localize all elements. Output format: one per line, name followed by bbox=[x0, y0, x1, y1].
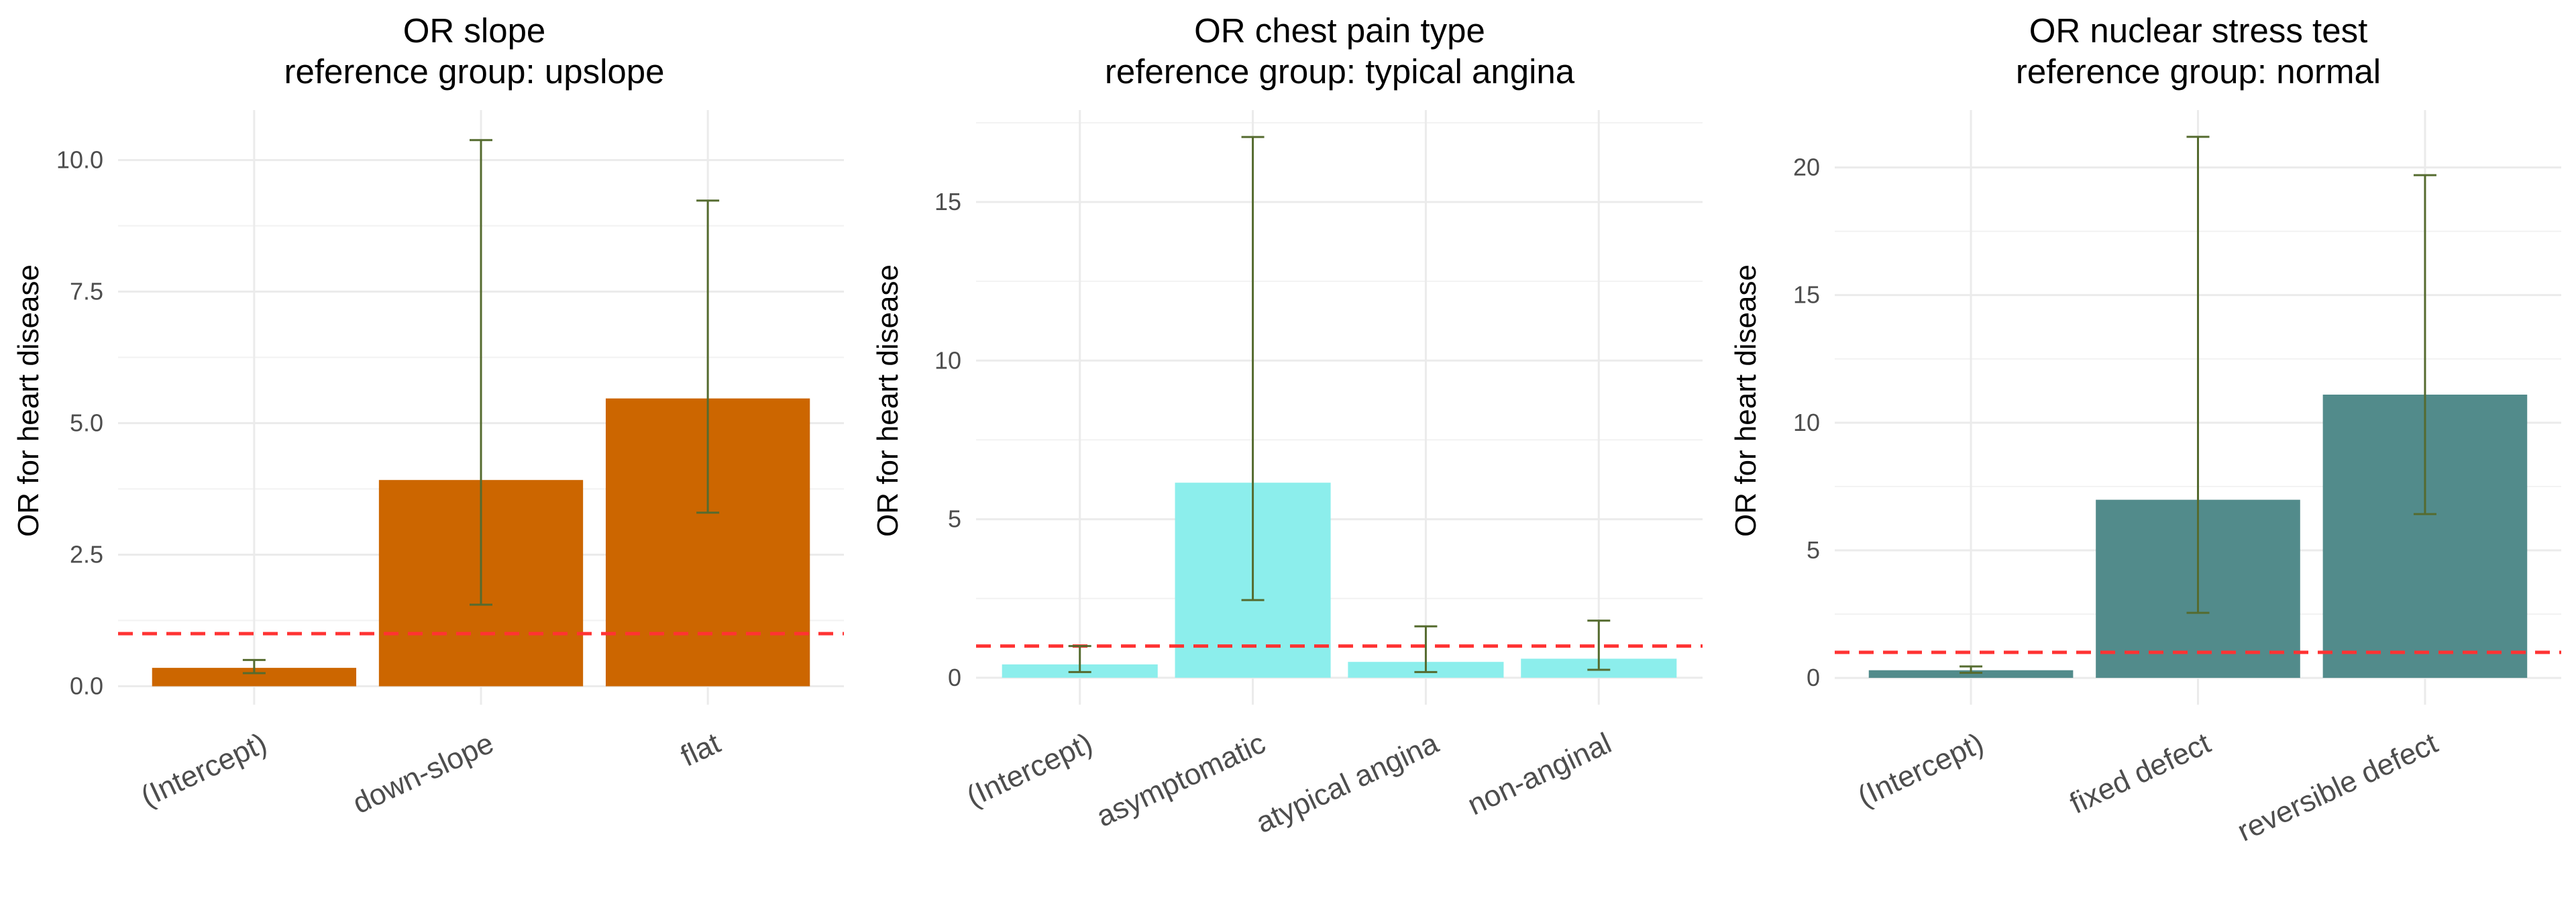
y-axis-label: OR for heart disease bbox=[871, 264, 904, 537]
x-tick-label: (Intercept) bbox=[962, 727, 1097, 813]
panel-title: OR chest pain type bbox=[1194, 11, 1485, 50]
x-tick-labels: (Intercept) fixed defect reversible defect bbox=[1853, 727, 2443, 848]
y-tick-label: 15 bbox=[1793, 281, 1820, 309]
y-tick-label: 7.5 bbox=[70, 278, 103, 305]
x-tick-label: (Intercept) bbox=[136, 727, 272, 813]
y-tick-label: 2.5 bbox=[70, 541, 103, 568]
bar bbox=[1868, 670, 2074, 679]
panel-title: OR slope bbox=[403, 11, 546, 50]
y-tick-label: 0 bbox=[1807, 664, 1820, 691]
panel-nuclear-stress-test: OR nuclear stress test reference group: … bbox=[1729, 11, 2561, 848]
x-tick-label: down-slope bbox=[348, 727, 499, 821]
panel-subtitle: reference group: upslope bbox=[284, 52, 664, 91]
y-tick-label: 0 bbox=[948, 664, 961, 691]
y-axis-label: OR for heart disease bbox=[1729, 264, 1762, 537]
bars bbox=[1002, 483, 1677, 678]
y-axis-label: OR for heart disease bbox=[12, 264, 45, 537]
x-tick-label: (Intercept) bbox=[1853, 727, 1988, 813]
x-tick-label: flat bbox=[676, 727, 725, 773]
x-tick-label: atypical angina bbox=[1251, 726, 1444, 840]
x-tick-label: asymptomatic bbox=[1091, 727, 1271, 834]
y-tick-label: 15 bbox=[934, 188, 961, 215]
y-tick-label: 10.0 bbox=[56, 146, 103, 173]
y-tick-label: 5 bbox=[948, 505, 961, 533]
y-tick-label: 0.0 bbox=[70, 672, 103, 700]
y-tick-label: 5.0 bbox=[70, 409, 103, 437]
y-tick-labels: 0 5 10 15 bbox=[934, 188, 961, 691]
y-tick-label: 10 bbox=[1793, 409, 1820, 436]
error-bars bbox=[242, 139, 720, 674]
x-tick-labels: (Intercept) down-slope flat bbox=[136, 727, 726, 821]
x-tick-label: fixed defect bbox=[2065, 727, 2216, 821]
panel-chest-pain-type: OR chest pain type reference group: typi… bbox=[871, 11, 1703, 840]
panel-subtitle: reference group: normal bbox=[2016, 52, 2381, 91]
y-tick-labels: 0 5 10 15 20 bbox=[1793, 154, 1820, 692]
y-tick-label: 20 bbox=[1793, 154, 1820, 181]
error-bars bbox=[1960, 136, 2436, 674]
panel-subtitle: reference group: typical angina bbox=[1105, 52, 1575, 91]
panel-title: OR nuclear stress test bbox=[2029, 11, 2368, 50]
panel-slope: OR slope reference group: upslope OR for… bbox=[12, 11, 844, 820]
y-tick-label: 10 bbox=[934, 346, 961, 374]
x-tick-label: reversible defect bbox=[2233, 727, 2443, 848]
error-bars bbox=[1068, 136, 1611, 673]
grid bbox=[976, 110, 1703, 705]
y-tick-labels: 0.0 2.5 5.0 7.5 10.0 bbox=[56, 146, 103, 699]
y-tick-label: 5 bbox=[1807, 536, 1820, 564]
x-tick-label: non-anginal bbox=[1462, 727, 1616, 822]
